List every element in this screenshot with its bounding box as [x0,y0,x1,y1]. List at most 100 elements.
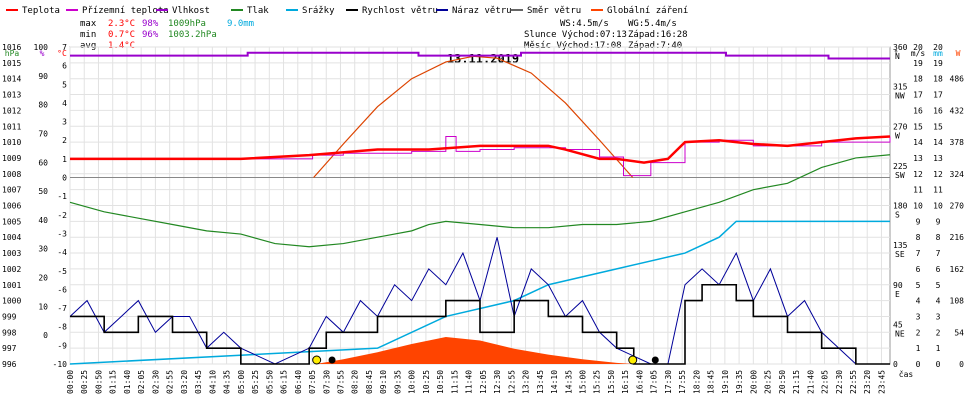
pct-tick-5: 50 [38,187,48,196]
ms-tick-5: 15 [913,122,923,131]
hpa-tick-6: 1010 [2,138,21,147]
mm-tick-20: 0 [936,360,941,369]
w-tick-2: 378 [950,138,965,147]
temp-tick-0: 7 [62,43,67,52]
moon-rise: Měsíc Východ:17:08 [524,41,622,51]
dir-tick-3: 225 [893,162,908,171]
hpa-tick-7: 1009 [2,154,21,163]
x-tick-22: 09:10 [379,370,388,394]
x-tick-13: 05:25 [251,370,260,394]
ms-tick-14: 6 [916,265,921,274]
x-tick-49: 20:25 [764,370,773,394]
ms-tick-4: 16 [913,106,923,115]
hpa-tick-8: 1008 [2,170,21,179]
x-tick-56: 23:20 [863,370,872,394]
series-radiation [316,336,634,364]
stats-block: max 2.3°C 98% 1009hPa 9.0mm min 0.7°C 96… [80,19,254,51]
hpa-tick-18: 998 [2,328,17,337]
pct-tick-4: 60 [38,158,48,167]
pct-tick-2: 80 [38,101,48,110]
w-tick-8: 54 [954,328,964,337]
hpa-tick-1: 1015 [2,59,21,68]
x-tick-11: 04:35 [223,370,232,394]
w-tick-3: 324 [950,170,965,179]
x-tick-18: 07:30 [322,370,331,394]
mm-tick-1: 19 [933,59,943,68]
mm-tick-17: 3 [936,312,941,321]
legend-label-4: Srážky [302,6,335,16]
wind-sun-info: WS:4.5m/s WG:5.4m/s Slunce Východ:07:13 … [524,19,688,51]
x-tick-8: 03:20 [180,370,189,394]
axes: 00:00 00:25 00:50 01:15 01:40 02:05 02:30 02:55… [2,43,964,394]
x-tick-31: 12:55 [507,370,516,394]
w-tick-4: 270 [950,202,965,211]
legend-label-3: Tlak [247,6,269,16]
ms-tick-13: 7 [916,249,921,258]
pct-tick-8: 20 [38,274,48,283]
mm-tick-12: 8 [936,233,941,242]
stat-max-rain: 9.0mm [227,19,254,29]
temp-tick-6: 1 [62,155,67,164]
dir-tick-6: 90 [893,281,903,290]
ms-tick-9: 11 [913,186,923,195]
ms-tick-10: 10 [913,202,923,211]
x-tick-48: 20:00 [749,370,758,394]
w-tick-1: 432 [950,106,965,115]
x-tick-10: 04:10 [208,370,217,394]
ms-tick-6: 14 [913,138,923,147]
ms-tick-0: 20 [913,43,923,52]
x-tick-1: 00:25 [80,370,89,394]
dir-tick-name-2: W [895,131,900,140]
stat-min-temp: 0.7°C [108,30,135,40]
stat-max-hum: 98% [142,19,159,29]
x-tick-4: 01:40 [123,370,132,394]
temp-tick-14: -7 [57,304,67,313]
dir-tick-2: 270 [893,122,908,131]
mm-tick-9: 11 [933,186,943,195]
temp-tick-3: 4 [62,99,67,108]
series-humidity [70,51,890,60]
ms-tick-3: 17 [913,91,923,100]
x-tick-41: 17:05 [650,370,659,394]
temp-tick-4: 3 [62,118,67,127]
x-tick-36: 15:00 [579,370,588,394]
x-tick-53: 22:05 [821,370,830,394]
x-tick-14: 05:50 [265,370,274,394]
ms-tick-20: 0 [916,360,921,369]
x-tick-50: 20:50 [778,370,787,394]
x-tick-33: 13:45 [536,370,545,394]
mm-tick-18: 2 [936,328,941,337]
stat-min-press: 1003.2hPa [168,30,217,40]
wind-wg: WG:5.4m/s [628,19,677,29]
temp-tick-5: 2 [62,136,67,145]
stat-avg-temp: 1.4°C [108,41,135,51]
mm-tick-16: 4 [936,297,941,306]
legend-label-7: Směr větru [527,6,581,16]
x-tick-25: 10:25 [422,370,431,394]
x-tick-12: 05:00 [237,370,246,394]
mm-tick-15: 5 [936,281,941,290]
mm-tick-3: 17 [933,91,943,100]
hpa-tick-2: 1014 [2,75,21,84]
temp-tick-16: -9 [57,341,67,350]
hpa-tick-15: 1001 [2,281,21,290]
legend: Teplota Přízemní teplota Vlhkost Tlak Srážky… [6,6,688,16]
x-tick-9: 03:45 [194,370,203,394]
dir-tick-1: 315 [893,83,908,92]
x-tick-34: 14:10 [550,370,559,394]
ms-tick-8: 12 [913,170,923,179]
dir-tick-name-4: S [895,211,900,220]
temp-tick-1: 6 [62,62,67,71]
dir-tick-name-3: SW [895,171,905,180]
pct-tick-6: 40 [38,216,48,225]
temp-tick-7: 0 [62,174,67,183]
moon-set: Západ:7:40 [628,41,682,51]
x-tick-55: 22:55 [849,370,858,394]
pct-tick-3: 70 [38,129,48,138]
hpa-tick-5: 1011 [2,122,21,131]
x-tick-20: 08:20 [351,370,360,394]
hpa-tick-9: 1007 [2,186,21,195]
mm-tick-0: 20 [933,43,943,52]
